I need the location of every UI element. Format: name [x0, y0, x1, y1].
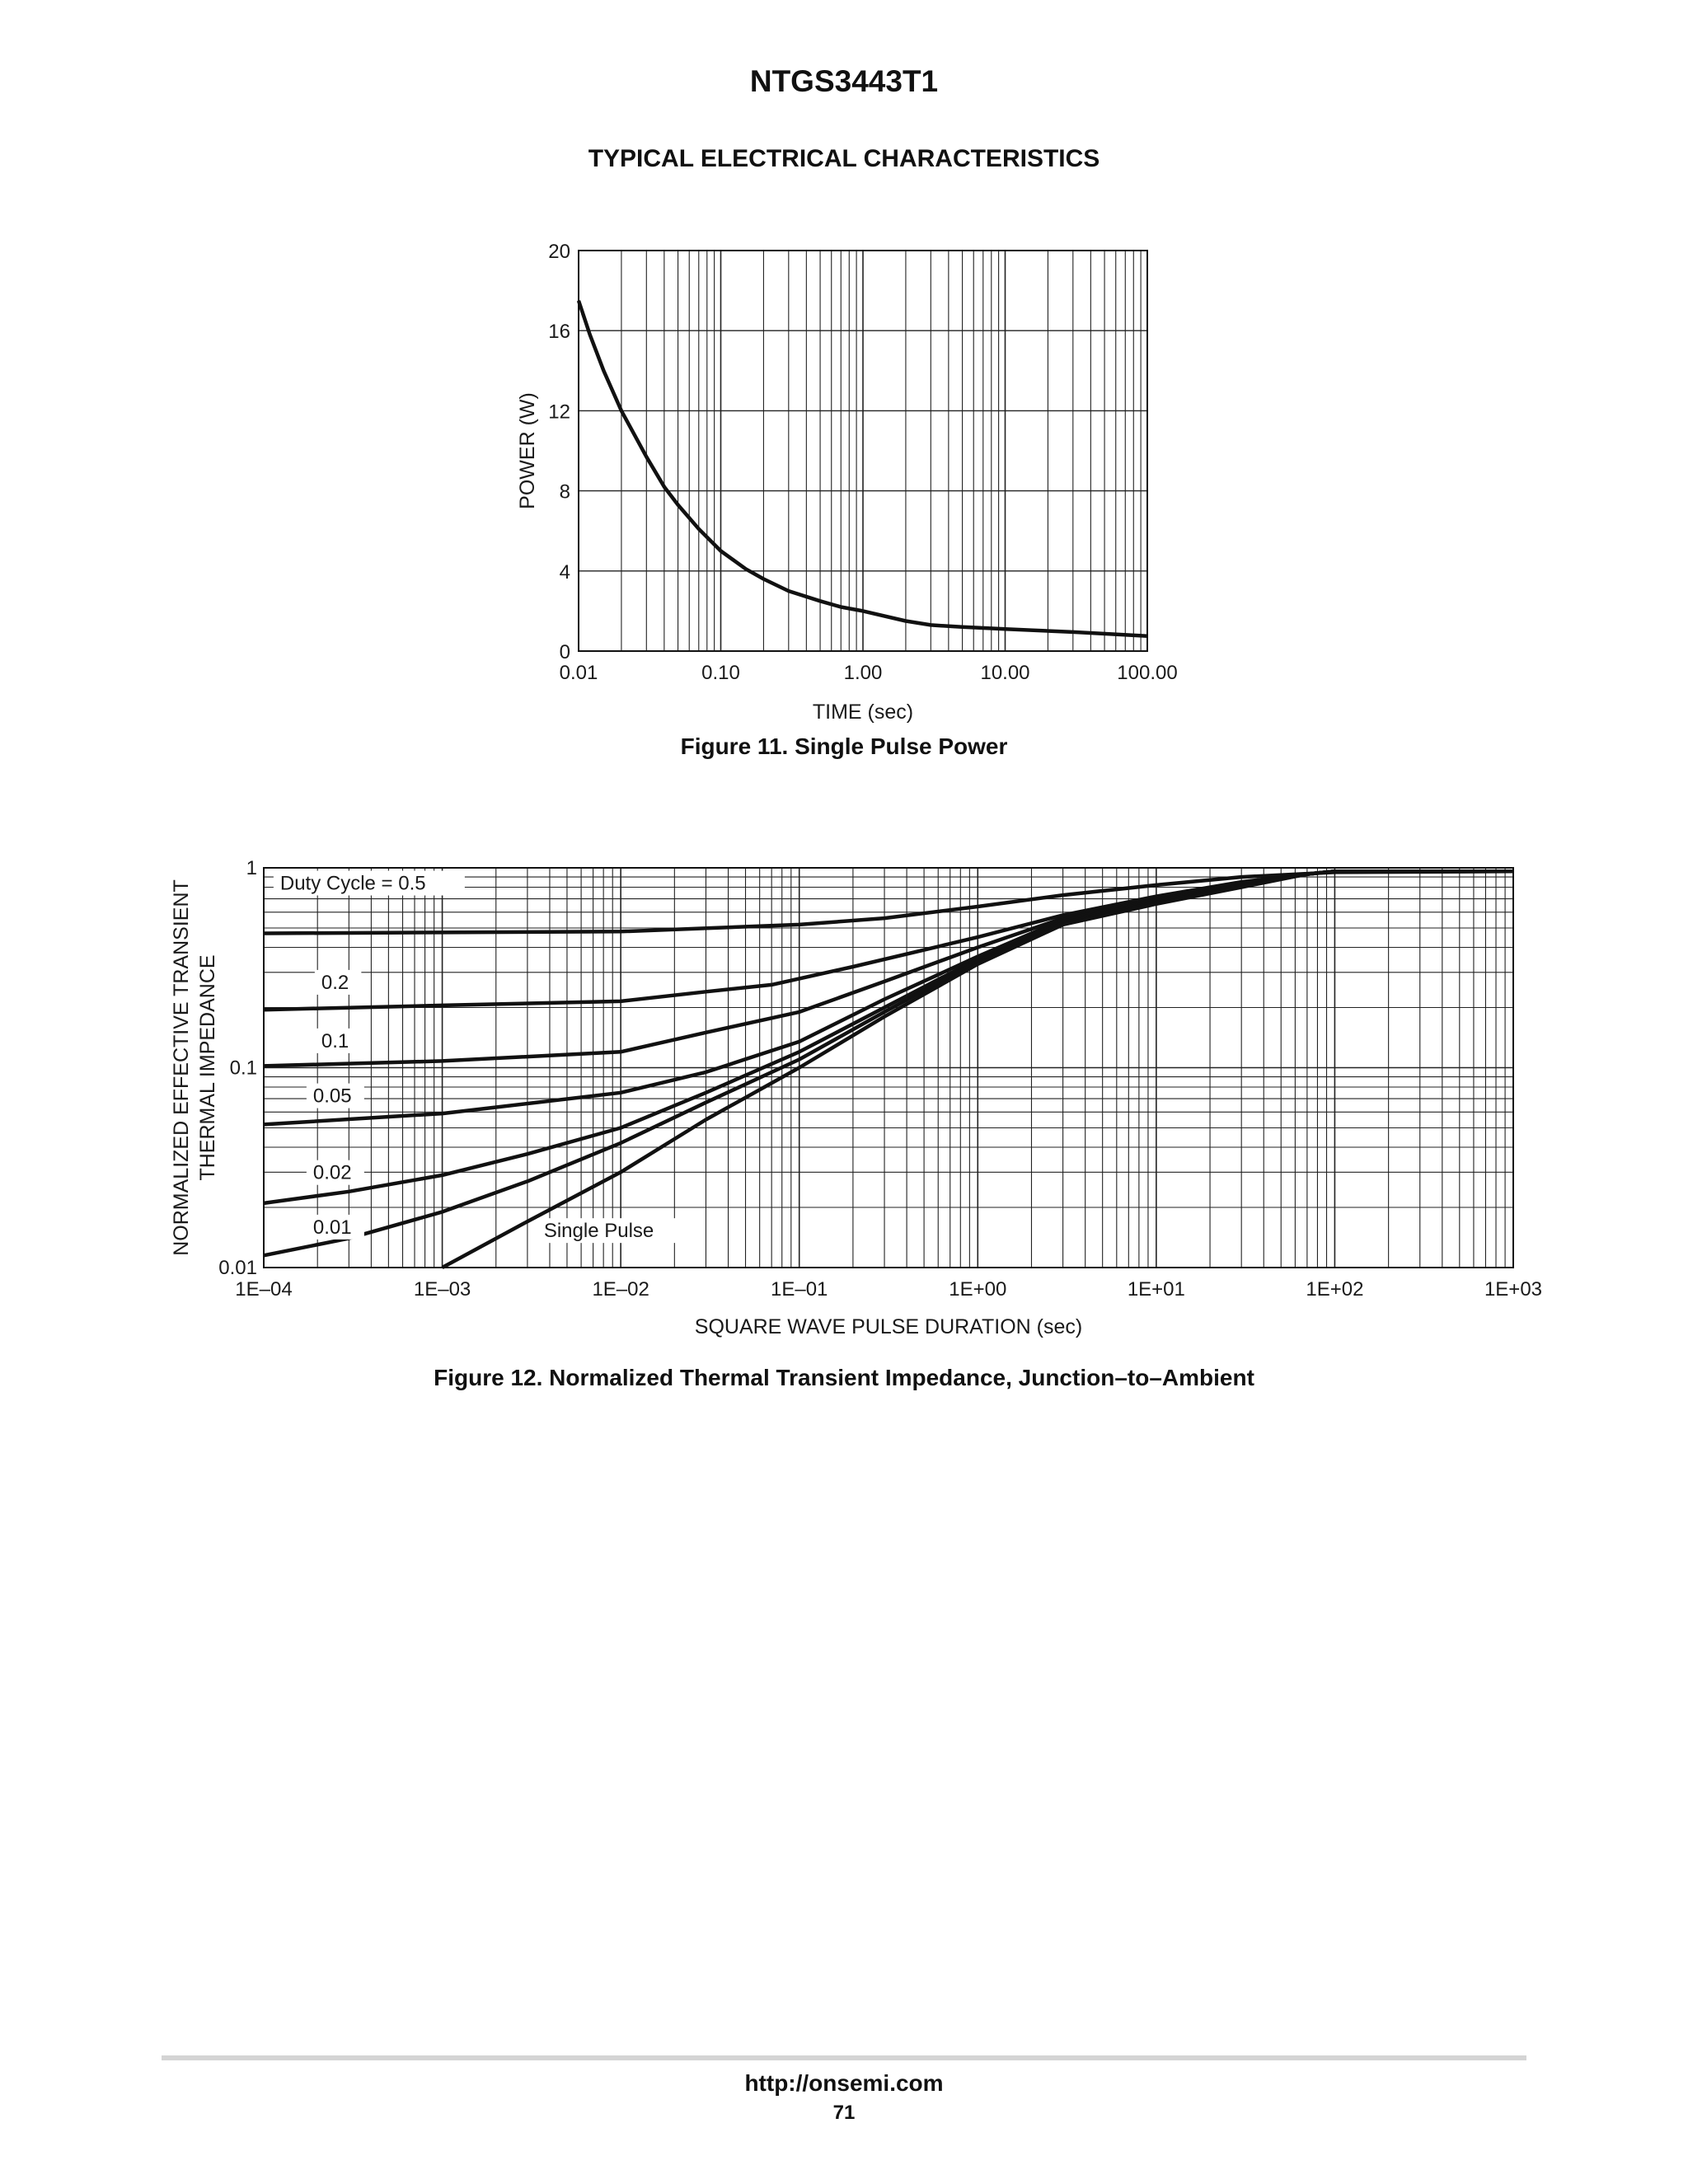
x-tick-label: 1E+03 [1484, 1278, 1542, 1301]
series-line [263, 869, 1513, 1206]
figure-12-chart: 1E–04 1E–03 1E–02 1E–01 1E+00 1E+01 1E+02 1E+03… [170, 857, 1542, 1338]
y-tick-label: 1 [246, 857, 257, 879]
x-tick-label: 1.00 [844, 662, 883, 684]
figure-11-chart: 0.01 0.10 1.00 10.00 100.00 0 4 8 12 16 20 TIME (se… [516, 241, 1178, 724]
series-label-background [306, 1083, 364, 1108]
x-tick-label: 10.00 [980, 662, 1029, 684]
series-line [263, 869, 1514, 935]
x-tick-label: 1E+01 [1128, 1278, 1185, 1301]
series-label-background [314, 1028, 362, 1053]
x-tick-label: 1E–01 [771, 1278, 828, 1301]
y-tick-label: 12 [548, 401, 570, 423]
y-tick-label: 0 [560, 641, 570, 663]
y-axis-label-line2: THERMAL IMPEDANCE [196, 954, 219, 1180]
footer-divider [162, 2055, 1526, 2060]
footer-link[interactable]: http://onsemi.com [744, 2070, 944, 2096]
x-tick-label: 1E+02 [1306, 1278, 1363, 1301]
series-label-background [537, 1218, 684, 1244]
document-title: NTGS3443T1 [749, 64, 939, 98]
series-label-background [273, 870, 465, 896]
x-tick-label: 1E–04 [235, 1278, 292, 1301]
series-label-background [306, 1214, 364, 1240]
x-tick-label: 0.10 [701, 662, 740, 684]
x-tick-label: 1E+00 [949, 1278, 1006, 1301]
x-tick-label: 1E–02 [592, 1278, 649, 1301]
series-line [263, 869, 1513, 1258]
series-label: 0.2 [321, 972, 349, 994]
x-axis-label: TIME (sec) [813, 701, 913, 724]
y-tick-label: 20 [548, 241, 570, 263]
series-label: Duty Cycle = 0.5 [280, 873, 426, 895]
series-label-background [314, 969, 362, 995]
figure-12-caption: Figure 12. Normalized Thermal Transient … [434, 1365, 1254, 1390]
x-tick-label: 100.00 [1117, 662, 1177, 684]
series-label: 0.1 [321, 1030, 349, 1052]
plot-frame [578, 250, 1148, 652]
series-line [263, 869, 1513, 1068]
y-axis-label-line1: NORMALIZED EFFECTIVE TRANSIENT [170, 879, 193, 1256]
y-tick-label: 0.01 [218, 1257, 257, 1279]
y-tick-label: 0.1 [230, 1057, 257, 1080]
series-label: Single Pulse [544, 1220, 654, 1242]
y-axis-label: POWER (W) [516, 392, 539, 509]
plot-frame [263, 867, 1514, 1268]
figure-11-caption: Figure 11. Single Pulse Power [680, 733, 1008, 759]
y-tick-label: 8 [560, 481, 570, 504]
x-tick-label: 0.01 [560, 662, 598, 684]
series-label: 0.05 [313, 1085, 352, 1108]
x-tick-label: 1E–03 [414, 1278, 471, 1301]
y-tick-label: 16 [548, 321, 570, 343]
series-label: 0.02 [313, 1162, 352, 1184]
series-line [263, 869, 1513, 1127]
series-label: 0.01 [313, 1216, 352, 1239]
y-tick-label: 4 [560, 561, 570, 583]
section-title: TYPICAL ELECTRICAL CHARACTERISTICS [588, 145, 1100, 172]
series-line-single-pulse-power [576, 300, 1148, 639]
series-label-background [306, 1160, 364, 1185]
x-axis-label: SQUARE WAVE PULSE DURATION (sec) [695, 1315, 1082, 1338]
page-number: 71 [832, 2102, 856, 2124]
series-line [441, 869, 1513, 1269]
